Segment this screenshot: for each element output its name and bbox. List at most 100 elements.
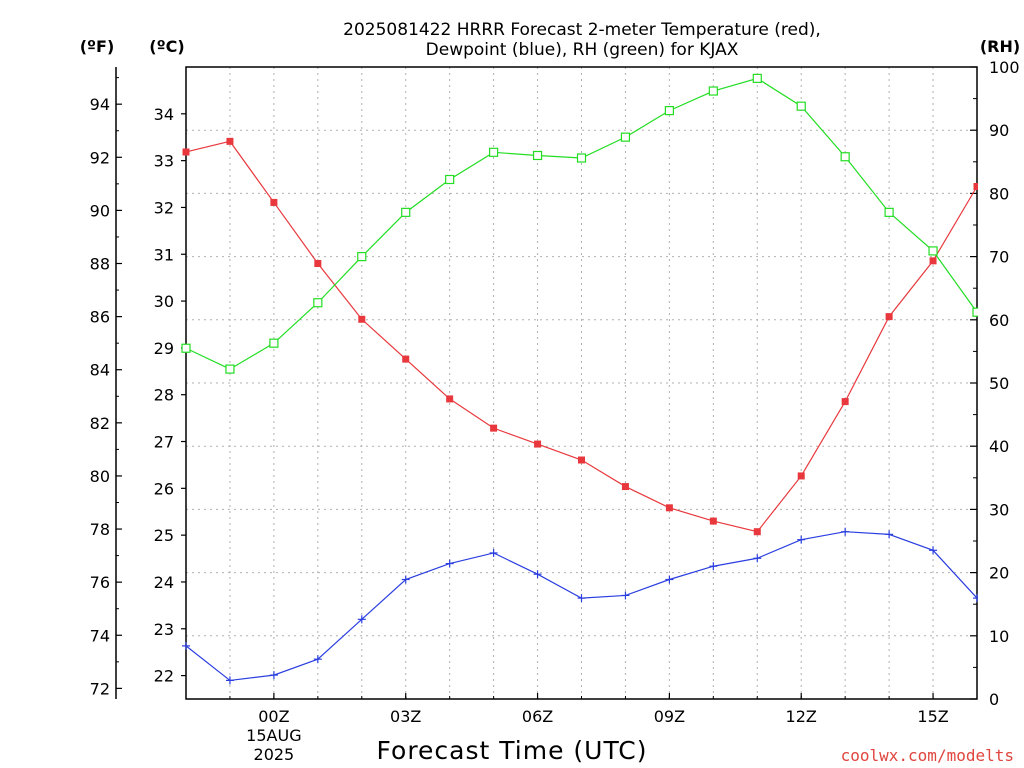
celsius-tick-label: 24 (154, 573, 174, 592)
x-axis-title: Forecast Time (UTC) (377, 736, 648, 765)
x-tick-year-label: 2025 (254, 745, 295, 764)
fahrenheit-tick-label: 78 (90, 520, 110, 539)
x-tick-label: 12Z (786, 707, 817, 726)
dewpoint-point (841, 527, 850, 536)
celsius-tick-label: 32 (154, 198, 174, 217)
rh-point (752, 73, 762, 83)
temperature-point (885, 313, 893, 321)
dewpoint-point (489, 548, 498, 557)
dewpoint-point (753, 554, 762, 563)
dewpoint-point (401, 575, 410, 584)
temperature-point (973, 182, 978, 190)
celsius-tick-label: 27 (154, 433, 174, 452)
rh-point (489, 147, 499, 157)
temperature-point (797, 472, 805, 480)
dewpoint-point (182, 641, 190, 650)
rh-point (620, 132, 631, 142)
temperature-point (226, 137, 234, 145)
celsius-unit-label: (ºC) (149, 37, 184, 56)
celsius-tick-label: 31 (154, 245, 174, 264)
rh-point (225, 364, 235, 374)
x-tick-label: 03Z (390, 707, 421, 726)
temperature-point (182, 148, 190, 156)
rh-point (532, 150, 543, 161)
fahrenheit-tick-label: 92 (90, 148, 110, 167)
axes: 72 74 76 78 80 82 84 86 88 90 92 94 22 23 24 25 26 27 28 29… (90, 58, 1020, 764)
temperature-point (753, 528, 761, 536)
x-tick-label: 00Z (258, 707, 289, 726)
rh-point (445, 174, 455, 185)
fahrenheit-tick-label: 90 (90, 201, 110, 220)
temperature-point (402, 355, 410, 363)
chart-title-line2: Dewpoint (blue), RH (green) for KJAX (426, 40, 739, 60)
temperature-point (534, 440, 542, 448)
fahrenheit-tick-label: 80 (90, 467, 110, 486)
dewpoint-point (445, 559, 454, 568)
rh-tick-label: 20 (989, 564, 1009, 583)
fahrenheit-tick-label: 76 (90, 573, 110, 592)
celsius-tick-label: 22 (154, 667, 174, 686)
celsius-tick-label: 26 (154, 479, 174, 498)
rh-point (313, 298, 323, 308)
temperature-point (665, 504, 673, 512)
temperature-point (314, 260, 322, 268)
celsius-tick-label: 28 (154, 386, 174, 405)
dewpoint-point (973, 594, 978, 603)
x-tick-label: 06Z (522, 707, 553, 726)
rh-point (181, 343, 191, 353)
chart-title-line1: 2025081422 HRRR Forecast 2-meter Tempera… (343, 20, 821, 40)
dewpoint-point (577, 594, 586, 603)
rh-tick-label: 0 (989, 690, 999, 709)
fahrenheit-tick-label: 84 (90, 361, 110, 380)
dewpoint-point (929, 546, 938, 555)
temperature-point (709, 517, 717, 525)
rh-tick-label: 80 (989, 184, 1009, 203)
dewpoint-point (621, 591, 630, 600)
temperature-point (621, 483, 629, 491)
rh-point (708, 86, 718, 96)
rh-point (884, 207, 894, 217)
rh-tick-label: 60 (989, 311, 1009, 330)
rh-tick-label: 70 (989, 248, 1009, 267)
temperature-point (270, 198, 278, 206)
dewpoint-point (313, 655, 322, 664)
dewpoint-point (357, 615, 366, 624)
celsius-tick-label: 33 (154, 152, 174, 171)
fahrenheit-tick-label: 82 (90, 414, 110, 433)
fahrenheit-unit-label: (ºF) (80, 37, 115, 56)
rh-point (928, 246, 938, 256)
celsius-tick-label: 25 (154, 526, 174, 545)
dewpoint-point (709, 562, 718, 571)
celsius-tick-label: 29 (154, 339, 174, 358)
temperature-point (490, 424, 498, 432)
rh-tick-label: 90 (989, 121, 1009, 140)
dewpoint-point (797, 535, 806, 544)
x-tick-label: 09Z (654, 707, 685, 726)
rh-point (401, 207, 411, 217)
rh-point (972, 307, 978, 317)
celsius-tick-label: 30 (154, 292, 174, 311)
rh-unit-label: (RH) (980, 37, 1020, 56)
rh-point (269, 338, 279, 348)
temperature-point (358, 315, 366, 323)
dewpoint-point (885, 530, 894, 539)
dewpoint-point (269, 671, 278, 680)
temperature-point (578, 456, 585, 464)
fahrenheit-tick-label: 86 (90, 308, 110, 327)
credit-text: coolwx.com/modelts (841, 746, 1014, 765)
dewpoint-point (665, 575, 674, 584)
rh-point (576, 153, 587, 163)
x-tick-date-label: 15AUG (246, 726, 301, 745)
rh-tick-label: 40 (989, 437, 1009, 456)
rh-point (796, 101, 806, 111)
rh-tick-label: 100 (989, 58, 1020, 77)
fahrenheit-tick-label: 74 (90, 626, 110, 645)
series (181, 73, 978, 685)
celsius-tick-label: 23 (154, 620, 174, 639)
dewpoint-point (533, 570, 542, 579)
rh-point (840, 152, 850, 162)
temperature-point (841, 398, 849, 406)
rh-point (357, 252, 367, 262)
celsius-tick-label: 34 (154, 105, 174, 124)
